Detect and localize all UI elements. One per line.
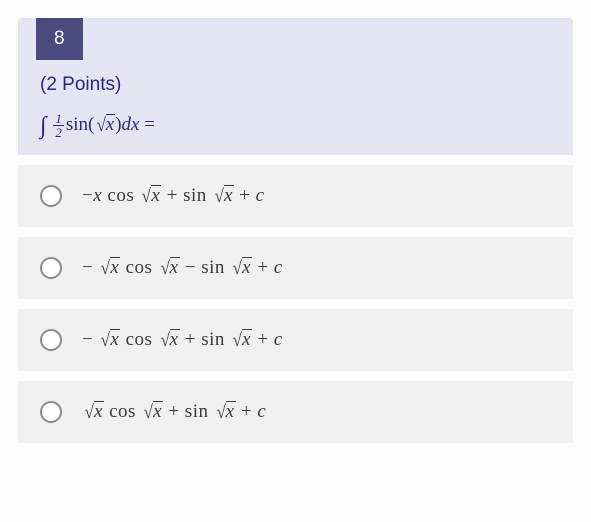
sqrt-x-icon: √x xyxy=(214,401,236,423)
integral-symbol: ∫ xyxy=(40,113,47,140)
question-equation: ∫ 1 2 sin(√x)dx = xyxy=(18,110,573,139)
sin-function: sin xyxy=(66,114,88,135)
sqrt-x-icon: √x xyxy=(82,401,104,423)
sqrt-x-icon: √x xyxy=(158,329,180,351)
question-header: 8 (2 Points) ∫ 1 2 sin(√x)dx = xyxy=(18,18,573,155)
option-d-text: √x cos √x + sin √x + c xyxy=(82,401,266,423)
radio-icon[interactable] xyxy=(40,329,62,351)
one-half-fraction: 1 2 xyxy=(53,112,64,139)
sqrt-x-icon: √x xyxy=(230,329,252,351)
sqrt-x-icon: √x xyxy=(139,185,161,207)
fraction-denominator: 2 xyxy=(53,126,64,139)
option-b[interactable]: − √x cos √x − sin √x + c xyxy=(18,237,573,299)
sqrt-x: √x xyxy=(94,114,115,136)
option-c-text: − √x cos √x + sin √x + c xyxy=(82,329,283,351)
question-number-badge: 8 xyxy=(36,18,83,60)
question-number: 8 xyxy=(54,28,65,49)
points-label: (2 Points) xyxy=(18,74,573,96)
option-b-text: − √x cos √x − sin √x + c xyxy=(82,257,283,279)
sqrt-x-icon: √x xyxy=(141,401,163,423)
sqrt-x-icon: √x xyxy=(98,257,120,279)
sqrt-x-icon: √x xyxy=(158,257,180,279)
option-c[interactable]: − √x cos √x + sin √x + c xyxy=(18,309,573,371)
option-a[interactable]: −x cos √x + sin √x + c xyxy=(18,165,573,227)
option-a-text: −x cos √x + sin √x + c xyxy=(82,185,265,207)
options-list: −x cos √x + sin √x + c − √x cos √x − sin… xyxy=(18,165,573,443)
option-d[interactable]: √x cos √x + sin √x + c xyxy=(18,381,573,443)
sqrt-x-icon: √x xyxy=(212,185,234,207)
radio-icon[interactable] xyxy=(40,401,62,423)
fraction-numerator: 1 xyxy=(53,112,64,126)
radio-icon[interactable] xyxy=(40,257,62,279)
radio-icon[interactable] xyxy=(40,185,62,207)
sqrt-x-icon: √x xyxy=(98,329,120,351)
sqrt-x-icon: √x xyxy=(230,257,252,279)
